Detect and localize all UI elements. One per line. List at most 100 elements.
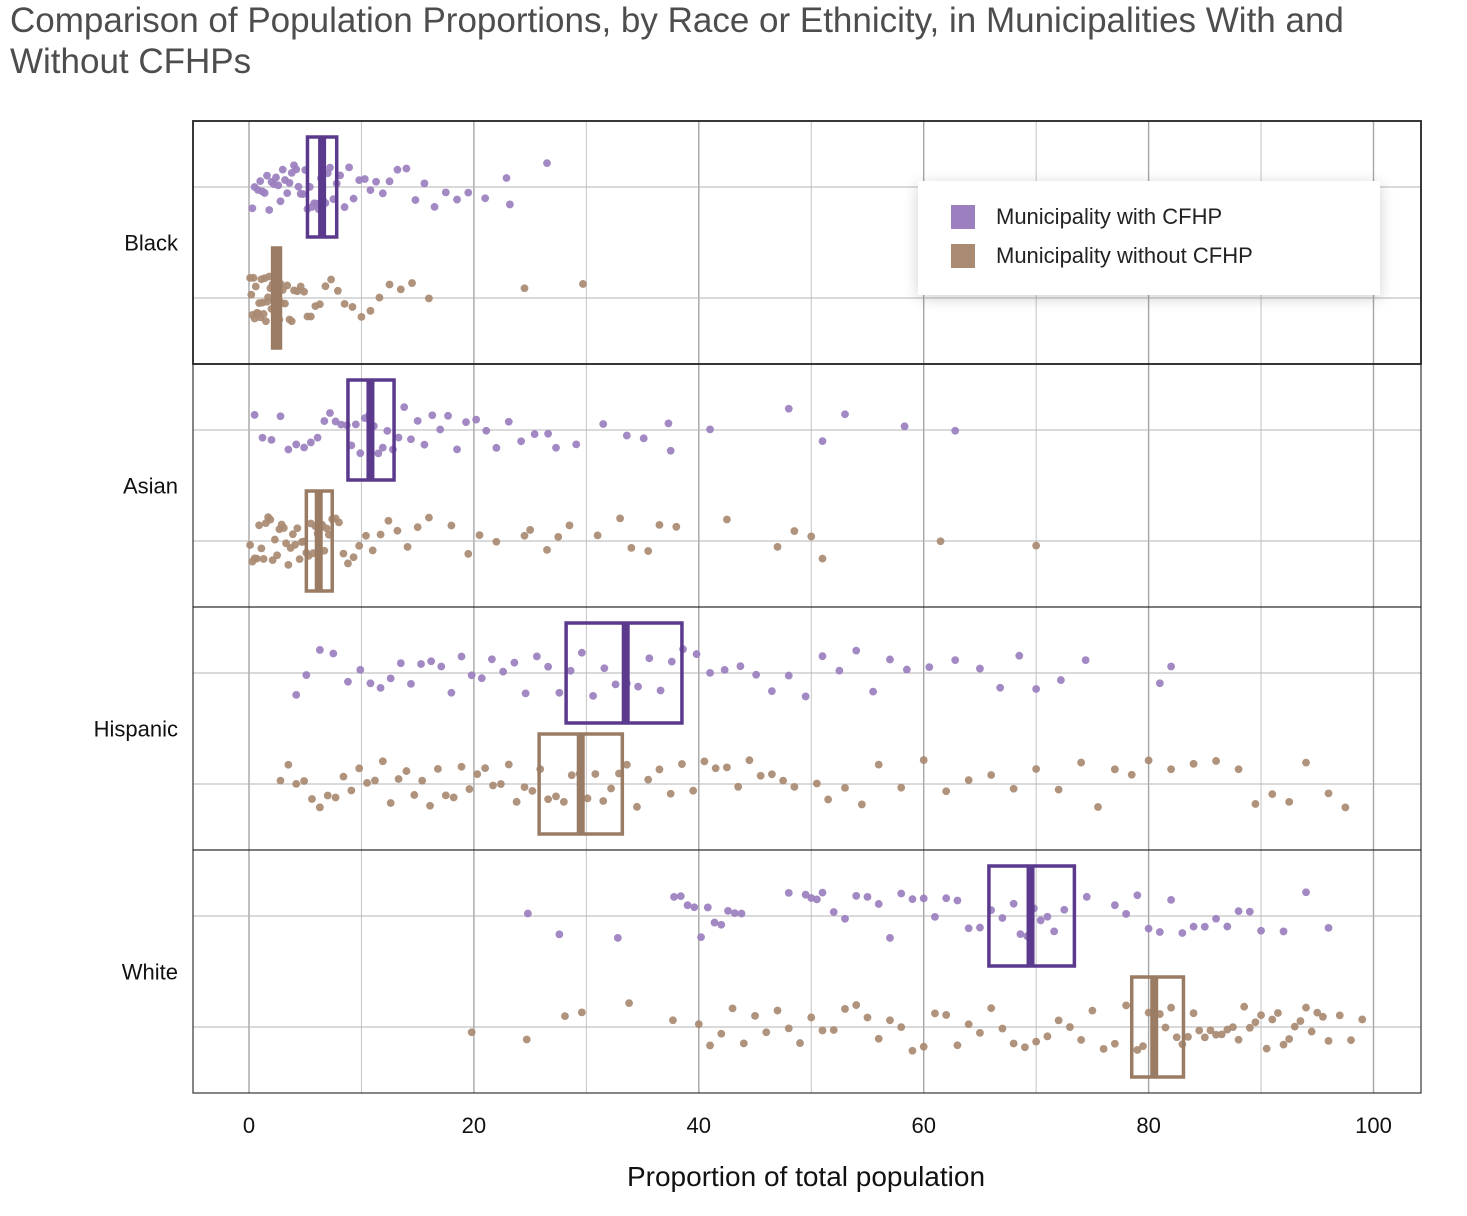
data-point <box>818 888 827 897</box>
data-point <box>520 284 529 293</box>
data-point <box>996 683 1005 692</box>
data-point <box>295 555 304 563</box>
data-point <box>1082 892 1091 901</box>
data-point <box>784 404 793 413</box>
data-point <box>383 426 392 435</box>
data-point <box>1358 1015 1367 1024</box>
data-point <box>1251 1018 1260 1027</box>
data-point <box>666 446 675 455</box>
data-point <box>502 174 511 182</box>
facet-label: Asian <box>123 474 178 499</box>
data-point <box>784 1024 793 1033</box>
data-point <box>987 1004 996 1013</box>
data-point <box>1099 1045 1108 1053</box>
data-point <box>384 516 393 525</box>
legend-item-with-cfhp: Municipality with CFHP <box>951 202 1222 232</box>
data-point <box>356 449 365 458</box>
data-point <box>272 173 280 182</box>
data-point <box>1324 923 1333 932</box>
data-point <box>1127 770 1136 779</box>
data-point <box>790 527 799 535</box>
data-point <box>504 417 513 426</box>
legend-swatch-with-cfhp <box>951 205 975 229</box>
data-point <box>818 437 827 446</box>
data-point <box>593 531 602 540</box>
data-point <box>1189 1009 1198 1018</box>
data-point <box>264 293 273 302</box>
data-point <box>283 281 292 290</box>
data-point <box>953 896 962 905</box>
data-point <box>728 1004 737 1013</box>
box-plots <box>270 135 1186 1079</box>
data-point <box>1229 1023 1237 1032</box>
data-point <box>869 687 877 696</box>
data-point <box>366 306 375 315</box>
data-point <box>320 417 329 425</box>
data-point <box>430 202 439 211</box>
data-point <box>976 664 984 673</box>
data-point <box>552 792 560 801</box>
facet-label: White <box>122 960 178 985</box>
data-point <box>1110 1039 1119 1048</box>
data-point <box>425 513 433 522</box>
data-point <box>375 293 384 302</box>
data-point <box>1200 1033 1209 1042</box>
axis-labels: Black Asian Hispanic White 0 20 40 60 80 100 Propo… <box>94 231 1392 1193</box>
x-tick-label: 60 <box>911 1113 935 1138</box>
data-point <box>467 1028 476 1037</box>
data-point <box>919 756 928 764</box>
data-point <box>447 688 456 697</box>
data-point <box>1318 1012 1327 1021</box>
data-point <box>543 545 551 554</box>
data-point <box>1313 1008 1322 1017</box>
data-point <box>313 433 322 442</box>
data-point <box>349 553 358 562</box>
data-point <box>420 440 429 449</box>
data-point <box>1110 901 1119 910</box>
data-point <box>762 1028 771 1037</box>
data-point <box>863 892 872 901</box>
data-point <box>520 531 529 540</box>
data-point <box>1262 1044 1271 1053</box>
data-point <box>396 659 405 668</box>
data-point <box>1279 927 1288 936</box>
data-point <box>425 294 433 303</box>
data-point <box>464 188 473 197</box>
data-point <box>1223 922 1232 931</box>
data-point <box>426 801 434 810</box>
data-point <box>251 282 260 291</box>
data-point <box>360 175 369 183</box>
data-point <box>449 793 458 802</box>
data-point <box>611 680 620 689</box>
data-point <box>499 667 508 676</box>
data-point <box>267 435 276 444</box>
data-point <box>1234 765 1243 774</box>
data-point <box>1016 930 1025 939</box>
data-point <box>462 418 470 427</box>
data-point <box>942 1011 951 1019</box>
data-point <box>600 664 609 673</box>
data-point <box>258 433 267 442</box>
data-point <box>444 411 452 420</box>
data-point <box>634 682 642 691</box>
data-point <box>250 411 259 419</box>
data-point <box>418 776 427 785</box>
data-point <box>1077 758 1086 767</box>
data-point <box>863 1013 872 1022</box>
data-point <box>690 903 699 912</box>
data-point <box>481 194 490 203</box>
data-point <box>329 649 338 658</box>
data-point <box>481 764 490 773</box>
data-point <box>294 182 303 191</box>
data-point <box>323 791 332 800</box>
data-point <box>434 764 442 773</box>
data-point <box>998 1024 1007 1033</box>
data-point <box>784 671 793 680</box>
data-point <box>322 524 331 533</box>
data-point <box>852 892 861 900</box>
data-point <box>413 417 422 425</box>
data-point <box>260 189 269 197</box>
data-point <box>852 646 861 655</box>
data-point <box>357 313 366 321</box>
data-point <box>1167 765 1175 774</box>
